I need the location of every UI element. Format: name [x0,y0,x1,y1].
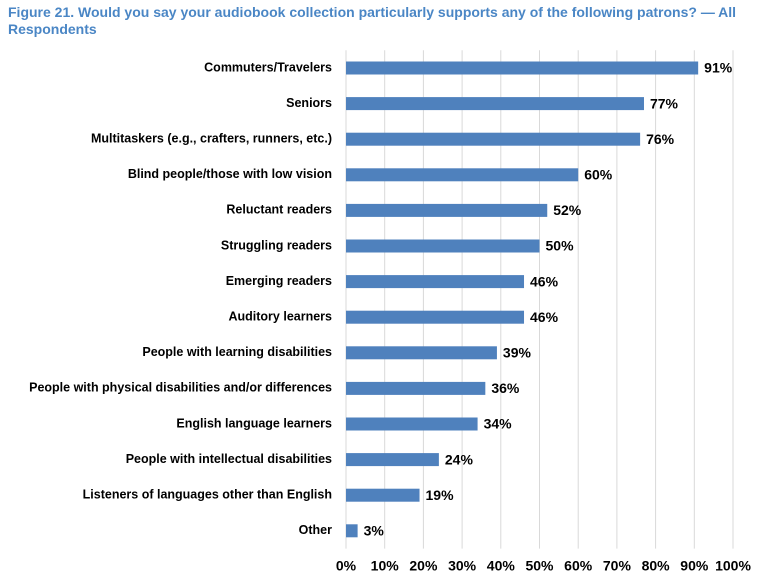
value-label: 24% [445,451,474,467]
x-tick-label: 60% [564,557,593,573]
x-tick-label: 30% [448,557,477,573]
bar [346,132,641,146]
y-tick-label: Auditory learners [228,309,332,323]
bar [346,61,699,75]
bar [346,97,644,111]
value-label: 46% [530,273,559,289]
x-tick-label: 0% [336,557,357,573]
x-tick-label: 20% [409,557,438,573]
bar [346,524,358,538]
value-label: 34% [484,416,513,432]
value-label: 39% [503,345,532,361]
value-label: 60% [584,167,613,183]
bar [346,346,497,360]
x-tick-label: 70% [603,557,632,573]
y-tick-label: Reluctant readers [226,203,332,217]
value-label: 36% [491,380,520,396]
bar [346,310,525,324]
x-tick-label: 100% [715,557,751,573]
x-tick-label: 80% [642,557,671,573]
chart-title: Figure 21. Would you say your audiobook … [8,4,737,37]
bar [346,381,486,395]
y-tick-label: Blind people/those with low vision [128,167,332,181]
bar [346,417,478,431]
bar [346,275,525,289]
y-tick-label: Struggling readers [221,238,332,252]
value-label: 3% [364,523,385,539]
bar [346,239,540,253]
value-label: 77% [650,95,679,111]
y-tick-label: Seniors [286,96,332,110]
value-label: 50% [546,238,575,254]
y-tick-label: People with learning disabilities [142,345,332,359]
bar [346,203,548,217]
x-tick-label: 50% [525,557,554,573]
y-tick-label: Commuters/Travelers [204,60,332,74]
value-label: 76% [646,131,675,147]
x-tick-label: 90% [680,557,709,573]
y-tick-label: People with physical disabilities and/or… [29,381,332,395]
value-label: 19% [426,487,455,503]
y-tick-label: Multitaskers (e.g., crafters, runners, e… [91,131,332,145]
y-tick-label: Emerging readers [226,274,332,288]
value-label: 91% [704,60,733,76]
y-tick-label: English language learners [176,416,332,430]
bar [346,168,579,182]
x-tick-label: 10% [371,557,400,573]
y-tick-label: Listeners of languages other than Englis… [83,487,332,501]
value-label: 52% [553,202,582,218]
value-label: 46% [530,309,559,325]
y-tick-label: People with intellectual disabilities [126,452,332,466]
y-tick-label: Other [299,523,332,537]
bar [346,453,439,467]
x-tick-label: 40% [487,557,516,573]
bar [346,488,420,502]
